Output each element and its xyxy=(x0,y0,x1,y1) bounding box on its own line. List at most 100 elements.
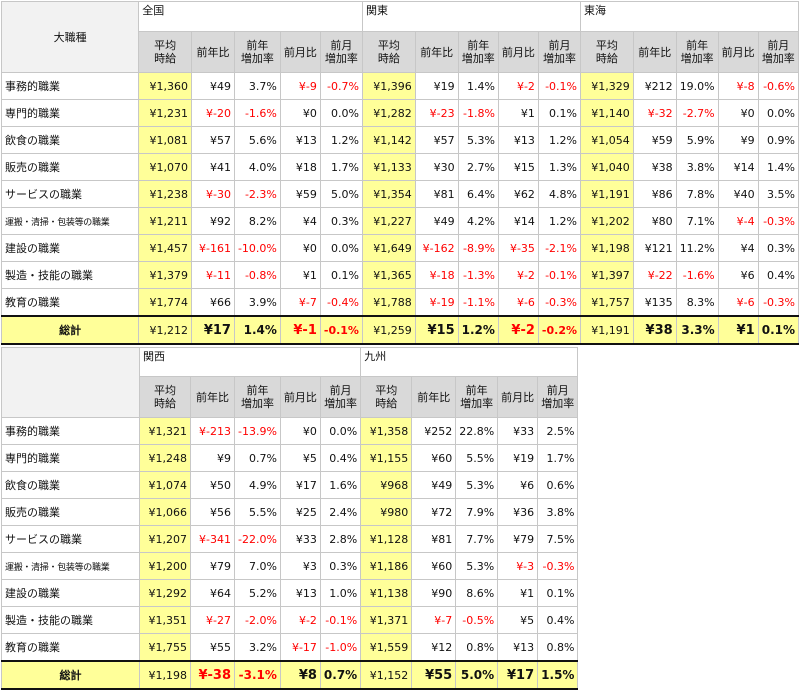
yoy-diff: ¥59 xyxy=(632,126,677,154)
yoy-rate-header: 前年 増加率 xyxy=(675,31,719,73)
avg-hourly-wage: ¥1,379 xyxy=(138,261,193,289)
mom-diff: ¥-2 xyxy=(279,606,321,634)
region-header-row: 関西 九州 xyxy=(1,347,579,418)
avg-hourly-wage-header: 平均 時給 xyxy=(139,376,191,418)
table-row: 販売の職業 ¥1,070 ¥41 4.0% ¥18 1.7% ¥1,133 ¥30 2.7% ¥1… xyxy=(0,153,799,181)
yoy-diff: ¥92 xyxy=(191,207,235,235)
avg-hourly-wage-header: 平均 時給 xyxy=(138,31,193,73)
yoy-diff: ¥81 xyxy=(411,525,457,553)
yoy-diff-header: 前年比 xyxy=(411,376,457,418)
mom-rate: 0.4% xyxy=(757,261,799,289)
yoy-diff: ¥57 xyxy=(414,126,459,154)
mom-rate: 0.1% xyxy=(319,261,363,289)
header-text: 前年 xyxy=(465,384,488,397)
mom-diff: ¥3 xyxy=(279,552,321,580)
header-text: 平均 xyxy=(377,39,400,52)
header-text: 前月比 xyxy=(501,45,535,59)
avg-hourly-wage: ¥1,202 xyxy=(580,207,634,235)
wage-table-top: 大職種 全国 関東 東海 平均 時給 前年比 前年 増加率 前月比 前月 増加率 平均 時給 前年比 前年 増加… xyxy=(0,1,799,345)
job-category-label: 事務的職業 xyxy=(0,72,140,100)
yoy-rate: 2.7% xyxy=(457,153,499,181)
yoy-rate: 3.8% xyxy=(675,153,719,181)
yoy-diff-header: 前年比 xyxy=(191,31,235,73)
header-text: 前月 xyxy=(330,39,353,52)
mom-diff: ¥0 xyxy=(279,99,321,127)
avg-hourly-wage: ¥1,757 xyxy=(580,288,634,317)
avg-hourly-wage: ¥1,054 xyxy=(580,126,634,154)
avg-hourly-wage-header: 平均 時給 xyxy=(360,376,413,418)
mom-rate: 2.8% xyxy=(319,525,362,553)
yoy-rate: 0.7% xyxy=(234,444,281,472)
yoy-diff: ¥79 xyxy=(190,552,235,580)
mom-rate: 0.8% xyxy=(537,633,579,662)
yoy-diff: ¥212 xyxy=(632,72,677,100)
yoy-rate: 8.6% xyxy=(455,579,499,607)
yoy-diff: ¥9 xyxy=(190,444,235,472)
yoy-rate-header: 前年 増加率 xyxy=(233,31,281,73)
avg-hourly-wage: ¥1,140 xyxy=(580,99,634,127)
mom-diff: ¥-17 xyxy=(279,633,321,662)
mom-rate: 0.6% xyxy=(537,471,579,499)
mom-diff-header: 前月比 xyxy=(497,31,539,73)
avg-hourly-wage: ¥1,070 xyxy=(138,153,193,181)
mom-diff-header: 前月比 xyxy=(279,31,321,73)
header-text: 前年比 xyxy=(417,390,451,404)
region-header-row: 大職種 全国 関東 東海 xyxy=(0,1,799,73)
yoy-diff: ¥49 xyxy=(414,207,459,235)
yoy-rate: -8.9% xyxy=(457,234,499,262)
mom-diff: ¥-2 xyxy=(497,72,539,100)
mom-diff: ¥5 xyxy=(497,606,539,634)
avg-hourly-wage: ¥1,227 xyxy=(361,207,416,235)
yoy-diff: ¥-18 xyxy=(414,261,459,289)
mom-diff: ¥-8 xyxy=(717,72,759,100)
yoy-diff: ¥86 xyxy=(632,180,677,208)
header-text: 増加率 xyxy=(240,397,274,410)
mom-rate: 0.4% xyxy=(537,606,579,634)
mom-diff: ¥62 xyxy=(497,180,539,208)
yoy-rate: 5.6% xyxy=(233,126,281,154)
total-label: 総計 xyxy=(0,315,140,345)
total-mom-rate: 0.7% xyxy=(319,660,362,690)
job-category-header xyxy=(1,347,140,418)
header-text: 前年 xyxy=(686,39,709,52)
mom-diff-header: 前月比 xyxy=(497,376,539,418)
job-category-label: サービスの職業 xyxy=(0,180,140,208)
table-row: 建設の職業 ¥1,457 ¥-161 -10.0% ¥0 0.0% ¥1,649 ¥-162-… xyxy=(0,234,799,262)
header-text: 前月 xyxy=(548,39,571,52)
yoy-diff: ¥81 xyxy=(414,180,459,208)
table-row: 建設の職業 ¥1,292 ¥64 5.2% ¥13 1.0% ¥1,138 ¥90 8.6% ¥1… xyxy=(1,579,579,607)
yoy-diff: ¥57 xyxy=(191,126,235,154)
mom-diff: ¥13 xyxy=(279,579,321,607)
job-category-label: 建設の職業 xyxy=(1,579,140,607)
avg-hourly-wage: ¥1,292 xyxy=(139,579,191,607)
mom-rate: 0.0% xyxy=(757,99,799,127)
yoy-diff: ¥121 xyxy=(632,234,677,262)
header-text: 時給 xyxy=(154,397,176,410)
total-avg-hourly-wage: ¥1,191 xyxy=(580,315,634,345)
yoy-diff: ¥60 xyxy=(411,552,457,580)
metric-header-row: 平均 時給 前年比 前年 増加率 前月比 前月 増加率 平均 時給 前年比 前年 増加率 前月比 前月 増加率 xyxy=(2,376,579,418)
mom-diff: ¥13 xyxy=(497,126,539,154)
header-text: 前月比 xyxy=(283,45,317,59)
mom-rate: 3.8% xyxy=(537,498,579,526)
mom-diff: ¥-7 xyxy=(279,288,321,317)
mom-rate: -0.6% xyxy=(757,72,799,100)
job-category-label: 事務的職業 xyxy=(1,417,140,445)
job-category-label: 教育の職業 xyxy=(0,288,140,317)
table-row: 事務的職業 ¥1,321 ¥-213 -13.9% ¥0 0.0% ¥1,358 ¥252 22… xyxy=(1,417,579,445)
total-avg-hourly-wage: ¥1,212 xyxy=(138,315,193,345)
total-row: 総計 ¥1,198 ¥-38 -3.1% ¥8 0.7% ¥1,152 ¥55 5.0% ¥17 1… xyxy=(1,660,579,690)
yoy-diff: ¥66 xyxy=(191,288,235,317)
yoy-rate: 5.3% xyxy=(455,471,499,499)
mom-rate-header: 前月 増加率 xyxy=(537,376,579,418)
total-yoy-diff: ¥15 xyxy=(414,315,459,345)
yoy-rate: 7.0% xyxy=(234,552,281,580)
yoy-diff: ¥60 xyxy=(411,444,457,472)
mom-rate: 0.0% xyxy=(319,417,362,445)
avg-hourly-wage-header: 平均 時給 xyxy=(580,31,634,73)
avg-hourly-wage: ¥1,238 xyxy=(138,180,193,208)
yoy-diff: ¥-19 xyxy=(414,288,459,317)
yoy-diff: ¥80 xyxy=(632,207,677,235)
avg-hourly-wage: ¥980 xyxy=(360,498,413,526)
avg-hourly-wage: ¥1,788 xyxy=(361,288,416,317)
